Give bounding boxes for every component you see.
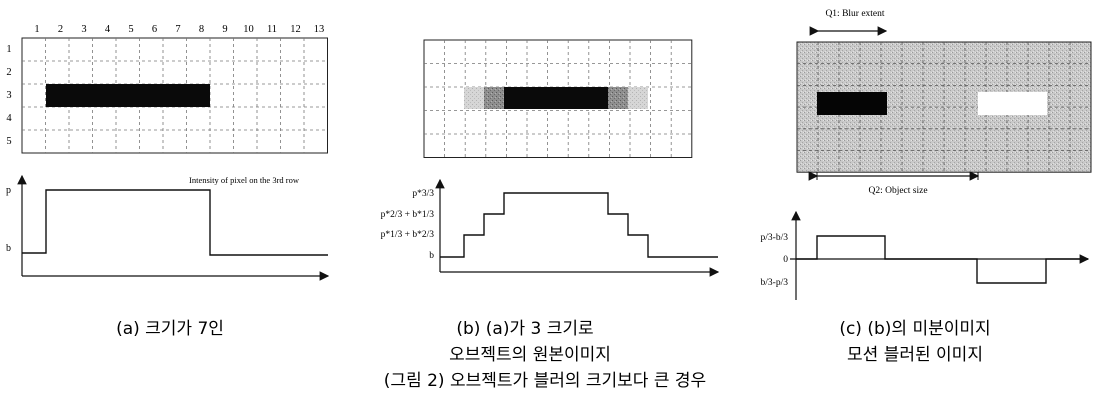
- panel-a-col-numbers: 1 2 3 4 5 6 7 8 9 10 11 12 13: [34, 24, 324, 35]
- row-number: 3: [6, 90, 11, 101]
- panel-c-caption-line1: (c) (b)의 미분이미지: [839, 319, 990, 339]
- panel-c-caption-line2: 모션 블러된 이미지: [847, 345, 983, 365]
- panel-a-intensity-line: [22, 189, 328, 256]
- column-number: 11: [267, 24, 277, 35]
- panel-b-caption-line1: (b) (a)가 3 크기로: [456, 319, 593, 339]
- grid-border: [423, 39, 693, 158]
- panel-b-y-label-2: p*1/3 + b*2/3: [381, 230, 435, 240]
- panel-c-q1-annotation: Q1: Blur extent: [809, 9, 888, 36]
- column-number: 12: [290, 24, 301, 35]
- panel-c-y-label-2: b/3-p/3: [761, 278, 789, 288]
- panel-c-q1-label: Q1: Blur extent: [825, 9, 884, 19]
- panel-b-y-label-0: p*3/3: [412, 189, 434, 199]
- column-number: 10: [243, 24, 254, 35]
- column-number: 7: [175, 24, 180, 35]
- row-number: 4: [6, 113, 12, 124]
- panel-a-caption: (a) 크기가 7인: [116, 319, 224, 339]
- panel-a-intensity-title: Intensity of pixel on the 3rd row: [189, 175, 300, 185]
- panel-b-object-bar: [504, 87, 608, 109]
- panel-c-q2-annotation: Q2: Object size: [808, 171, 980, 196]
- panel-a-row-numbers: 1 2 3 4 5: [6, 44, 12, 147]
- panel-a-y-label-p: p: [6, 185, 11, 196]
- column-number: 2: [58, 24, 63, 35]
- figure-caption: (그림 2) 오브젝트가 블러의 크기보다 큰 경우: [384, 371, 706, 391]
- panel-a-intensity-plot: Intensity of pixel on the 3rd row p b: [6, 174, 330, 281]
- column-number: 13: [314, 24, 325, 35]
- panel-c-y-label-0: p/3-b/3: [761, 233, 789, 243]
- panel-b-blur-left-outer: [464, 87, 484, 109]
- panel-a-y-label-b: b: [6, 243, 11, 254]
- row-number: 2: [6, 67, 11, 78]
- panel-c-dark-region: [817, 92, 887, 115]
- column-number: 4: [105, 24, 111, 35]
- row-number: 5: [6, 136, 11, 147]
- panel-a-grid: [21, 37, 328, 154]
- grid-border: [21, 37, 328, 154]
- panel-b-blur-left-inner: [484, 87, 504, 109]
- column-number: 1: [34, 24, 39, 35]
- column-number: 5: [128, 24, 133, 35]
- panel-b-y-label-1: p*2/3 + b*1/3: [381, 210, 435, 220]
- panel-c-bright-region: [978, 92, 1047, 115]
- column-number: 6: [152, 24, 157, 35]
- panel-a-object-bar: [46, 84, 210, 107]
- panel-c-derivative-line: [796, 235, 1088, 284]
- panel-b-y-label-3: b: [429, 251, 434, 261]
- panel-b-intensity-line: [440, 192, 718, 258]
- panel-b-blur-right-inner: [608, 87, 628, 109]
- panel-c-y-label-1: 0: [783, 255, 788, 265]
- column-number: 8: [199, 24, 204, 35]
- column-number: 3: [81, 24, 86, 35]
- panel-c-q2-label: Q2: Object size: [868, 186, 927, 196]
- column-number: 9: [222, 24, 227, 35]
- panel-c-derivative-plot: p/3-b/3 0 b/3-p/3: [761, 210, 1090, 300]
- row-number: 1: [6, 44, 11, 55]
- panel-b-caption-line2: 오브젝트의 원본이미지: [449, 345, 611, 365]
- panel-b-intensity-plot: p*3/3 p*2/3 + b*1/3 p*1/3 + b*2/3 b: [381, 178, 720, 277]
- panel-b-blur-right-outer: [628, 87, 648, 109]
